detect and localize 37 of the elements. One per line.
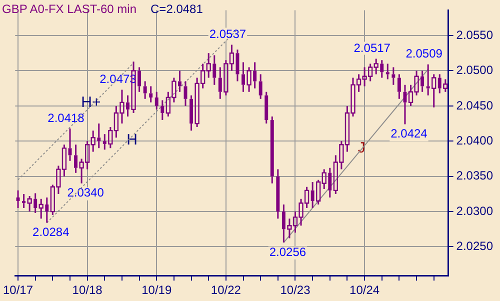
candlestick [143,80,147,100]
candlestick [397,74,401,100]
chart-subtitle: C=2.0481 [150,2,203,16]
x-tick-label: 10/22 [210,283,242,298]
chart-title: GBP A0-FX LAST-60 min [2,2,137,16]
y-tick-label: 2.0400 [456,133,494,148]
candlestick [392,66,396,86]
y-tick-label: 2.0550 [456,28,494,42]
y-tick-label: 2.0450 [456,98,494,112]
candlestick [403,84,407,125]
candlestick [264,91,268,124]
candlestick [160,100,164,121]
annotation: H [126,131,138,148]
y-tick-label: 2.0300 [456,204,494,218]
y-tick-label: 2.0350 [456,168,494,183]
annotation: 2.0284 [32,225,70,240]
annotation: 2.0256 [269,244,306,259]
candlestick [386,62,390,80]
annotation: H+ [81,94,101,112]
annotation: 2.0418 [48,110,85,125]
x-tick-label: 10/24 [350,283,380,298]
annotation: 2.0537 [209,27,246,42]
annotation: 2.0424 [390,126,428,141]
x-tick-label: 10/17 [3,283,34,298]
x-tick-label: 10/18 [72,283,103,298]
x-tick-label: 10/23 [280,283,311,298]
y-tick-label: 2.0250 [456,239,494,254]
candlestick [258,74,262,100]
annotation: 2.0340 [67,186,104,200]
annotation: 2.0517 [354,41,391,56]
candlestick [149,85,153,104]
candlestick [154,91,158,110]
y-tick-label: 2.0500 [456,63,494,78]
annotation: 2.0509 [406,46,443,61]
candlestick [276,168,280,220]
x-tick-label: 10/19 [142,283,172,298]
candlestick [270,116,274,184]
